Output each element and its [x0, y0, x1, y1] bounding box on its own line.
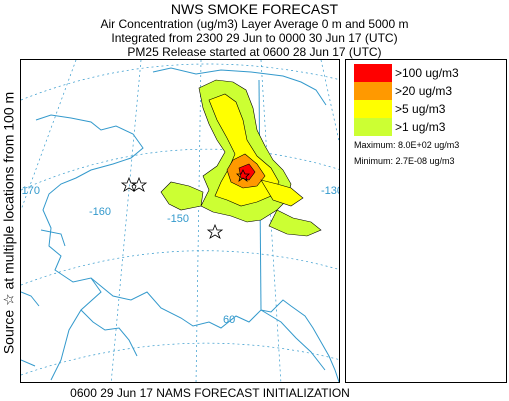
source-side-label: Source ☆ at multiple locations from 100 …: [0, 58, 18, 388]
longitude-line: [260, 60, 282, 382]
longitude-line: [320, 60, 339, 143]
source-star-icon: [236, 169, 250, 182]
min-concentration: Minimum: 2.7E-08 ug/m3: [354, 156, 455, 166]
latitude-line: [21, 63, 339, 101]
subtitle-concentration: Air Concentration (ug/m3) Layer Average …: [100, 17, 409, 31]
legend-item-1: >1 ug/m3: [354, 118, 502, 138]
latitude-line: [21, 342, 339, 376]
peninsula-coast: [80, 309, 138, 357]
max-concentration: Maximum: 8.0E+02 ug/m3: [354, 140, 460, 150]
legend-panel: >100 ug/m3 >20 ug/m3 >5 ug/m3 >1 ug/m3 M…: [345, 59, 507, 383]
south-coast: [90, 277, 339, 382]
lon-label-130: -130: [321, 185, 340, 197]
lon-label-160: -160: [89, 206, 111, 218]
title-block: NWS SMOKE FORECAST Air Concentration (ug…: [0, 0, 509, 59]
legend-label: >20 ug/m3: [395, 84, 453, 98]
chart-title: NWS SMOKE FORECAST: [170, 1, 339, 17]
source-star-icon: [206, 223, 224, 239]
panhandle-border: [260, 309, 326, 371]
legend-label: >1 ug/m3: [395, 120, 446, 134]
island-outline: [40, 229, 66, 247]
lon-label-150: -150: [167, 213, 189, 225]
legend-swatch: [354, 82, 392, 100]
alaska-map: -170 -160 -150 -130 60: [21, 60, 340, 382]
aleutian-outline: [21, 291, 40, 367]
legend-swatch: [354, 64, 392, 82]
contour-1ugm3-west: [160, 181, 204, 211]
graticule-labels: -170 -160 -150 -130 60: [21, 185, 340, 326]
subtitle-integration: Integrated from 2300 29 Jun to 0000 30 J…: [111, 31, 398, 45]
longitude-line: [110, 60, 142, 382]
latitude-line: [21, 250, 339, 286]
lon-label-170: -170: [21, 185, 40, 197]
source-label-text: Source ☆ at multiple locations from 100 …: [0, 91, 17, 355]
contour-1ugm3-east: [268, 209, 322, 237]
legend-item-5: >5 ug/m3: [354, 100, 502, 120]
west-coast: [35, 67, 327, 381]
legend-label: >5 ug/m3: [395, 102, 446, 116]
legend-swatch: [354, 100, 392, 118]
longitude-line: [195, 60, 202, 382]
coastline: [21, 67, 339, 382]
legend-item-100: >100 ug/m3: [354, 64, 502, 84]
legend-item-20: >20 ug/m3: [354, 82, 502, 102]
legend-label: >100 ug/m3: [395, 66, 459, 80]
lat-label-60: 60: [223, 314, 235, 326]
legend-swatch: [354, 118, 392, 136]
contour-100ugm3: [238, 163, 256, 181]
map-panel: -170 -160 -150 -130 60: [20, 59, 340, 383]
latitude-line: [21, 148, 339, 191]
contour-5ugm3-east: [260, 179, 304, 207]
source-star-icon: [130, 176, 148, 192]
source-markers: [120, 169, 250, 239]
smoke-plume: [160, 79, 322, 237]
subtitle-release: PM25 Release started at 0600 28 Jun 17 (…: [127, 45, 382, 59]
longitude-line: [21, 60, 77, 211]
graticule: [21, 60, 339, 382]
forecast-initialization: 0600 29 Jun 17 NAMS FORECAST INITIALIZAT…: [70, 386, 350, 400]
